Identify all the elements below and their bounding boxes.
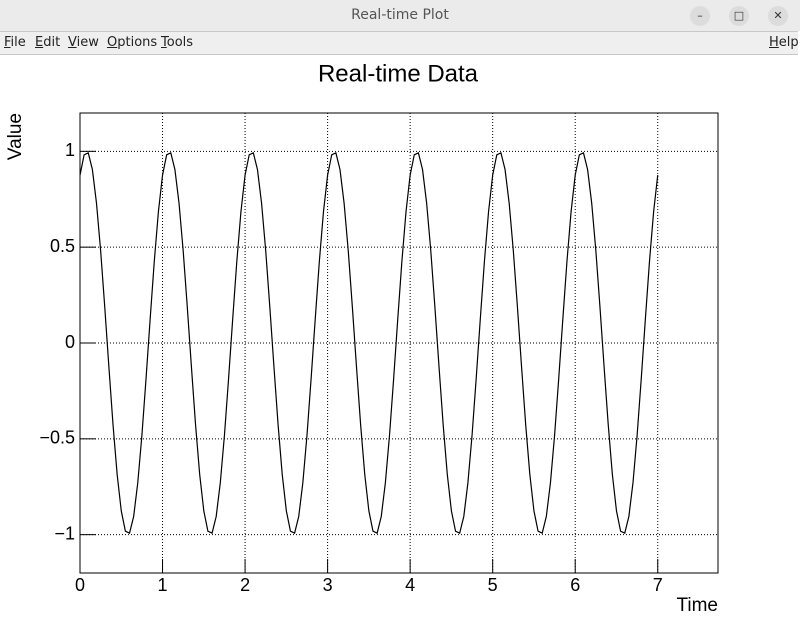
data-line — [79, 152, 659, 534]
menu-item[interactable]: View — [68, 35, 99, 50]
window-title: Real-time Plot — [351, 7, 449, 23]
maximize-button[interactable]: □ — [729, 6, 749, 26]
menu-item[interactable]: File — [4, 35, 26, 50]
y-tick-label: −0.5 — [39, 428, 75, 448]
title-bar: Real-time Plot – □ ✕ — [0, 0, 800, 31]
plot-frame — [79, 112, 719, 574]
y-axis-label: Value — [5, 113, 26, 160]
close-button[interactable]: ✕ — [768, 6, 788, 26]
x-tick-label: 1 — [158, 575, 168, 595]
minimize-button[interactable]: – — [690, 6, 710, 26]
menu-item[interactable]: Help — [769, 35, 799, 50]
x-tick-label: 6 — [570, 575, 580, 595]
x-tick-label: 7 — [653, 575, 663, 595]
x-axis-label: Time — [676, 595, 718, 616]
x-tick-label: 3 — [323, 575, 333, 595]
y-tick-label: 0 — [65, 332, 75, 352]
y-tick-label: 0.5 — [50, 236, 75, 256]
y-tick-label: −1 — [54, 523, 75, 543]
y-tick-label: 1 — [65, 140, 75, 160]
menu-item[interactable]: Edit — [35, 35, 61, 50]
chart-title: Real-time Data — [318, 60, 479, 87]
menu-item[interactable]: Options — [107, 35, 158, 50]
menu-bar: File Edit View Options Tools Help — [0, 31, 799, 55]
chart: Real-time Data Time Value 0 1 2 3 4 5 6 7 −1 −0.5… — [5, 60, 719, 616]
x-tick-label: 2 — [240, 575, 250, 595]
x-tick-label: 5 — [488, 575, 498, 595]
x-tick-label: 4 — [405, 575, 415, 595]
menu-item[interactable]: Tools — [161, 35, 194, 50]
x-tick-label: 0 — [75, 575, 85, 595]
